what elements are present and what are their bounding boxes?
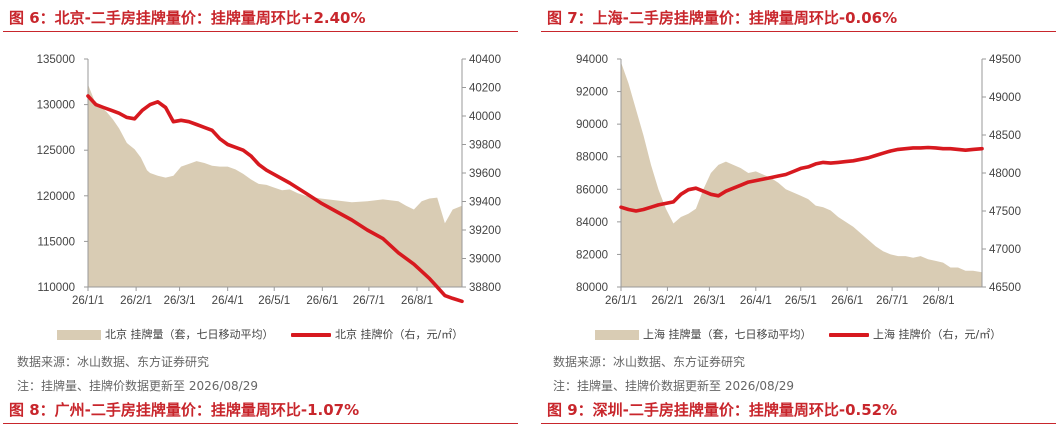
left-tick-label: 115000	[37, 236, 75, 248]
update-note: 注：挂牌量、挂牌价数据更新至 2026/08/29	[553, 379, 794, 393]
source-note: 数据来源：冰山数据、东方证券研究	[17, 355, 210, 369]
chart-title: 图 7：上海-二手房挂牌量价：挂牌量周环比-0.06%	[541, 6, 1056, 32]
left-tick-label: 110000	[37, 282, 75, 294]
next-chart-title: 图 9：深圳-二手房挂牌量价：挂牌量周环比-0.52%	[541, 398, 1056, 424]
x-tick-label: 26/3/1	[164, 295, 196, 307]
line-series-price	[86, 94, 464, 304]
x-tick-label: 26/3/1	[693, 295, 725, 307]
left-tick-label: 90000	[576, 119, 608, 131]
beijing-chart: 110000 115000 120000 125000 130000 135000 3880…	[37, 54, 501, 307]
x-tick-label: 26/8/1	[401, 295, 433, 307]
area-series-listings	[88, 84, 462, 287]
x-tick-label: 26/1/1	[72, 295, 104, 307]
right-tick-label: 46500	[989, 282, 1021, 294]
legend-item-line: 北京 挂牌价（右，元/㎡）	[291, 326, 463, 342]
legend-label-area: 上海 挂牌量（套，七日移动平均）	[643, 328, 812, 341]
legend-item-line: 上海 挂牌价（右，元/㎡）	[829, 326, 1001, 342]
right-tick-label: 39400	[469, 197, 501, 209]
line-series-price	[619, 145, 984, 213]
left-tick-label: 135000	[37, 54, 75, 66]
left-tick-label: 88000	[576, 152, 608, 164]
left-tick-label: 130000	[37, 100, 75, 112]
legend-swatch-line	[291, 333, 331, 337]
x-tick-label: 26/6/1	[306, 295, 338, 307]
next-chart-title: 图 8：广州-二手房挂牌量价：挂牌量周环比-1.07%	[3, 398, 518, 424]
right-tick-label: 49000	[989, 92, 1021, 104]
right-tick-label: 40200	[469, 83, 501, 95]
x-tick-label: 26/2/1	[651, 295, 683, 307]
left-tick-label: 80000	[576, 282, 608, 294]
legend-label-line: 上海 挂牌价（右，元/㎡）	[873, 328, 1002, 341]
right-tick-label: 39200	[469, 225, 501, 237]
chart-title: 图 6：北京-二手房挂牌量价：挂牌量周环比+2.40%	[3, 6, 518, 32]
x-tick-label: 26/5/1	[258, 295, 290, 307]
right-tick-label: 40400	[469, 54, 501, 66]
right-tick-label: 48000	[989, 168, 1021, 180]
legend-item-area: 北京 挂牌量（套，七日移动平均）	[57, 326, 274, 342]
x-tick-label: 26/7/1	[876, 295, 908, 307]
right-tick-label: 40000	[469, 111, 501, 123]
x-tick-label: 26/4/1	[740, 295, 772, 307]
chart-legend: 北京 挂牌量（套，七日移动平均） 北京 挂牌价（右，元/㎡）	[57, 326, 477, 342]
right-tick-label: 38800	[469, 282, 501, 294]
x-tick-label: 26/7/1	[353, 295, 385, 307]
right-tick-label: 39600	[469, 168, 501, 180]
legend-swatch-line	[829, 333, 869, 337]
left-tick-label: 84000	[576, 217, 608, 229]
right-tick-label: 47000	[989, 244, 1021, 256]
legend-label-line: 北京 挂牌价（右，元/㎡）	[335, 328, 464, 341]
x-tick-label: 26/1/1	[605, 295, 637, 307]
update-note: 注：挂牌量、挂牌价数据更新至 2026/08/29	[17, 379, 258, 393]
source-note: 数据来源：冰山数据、东方证券研究	[553, 355, 746, 369]
right-tick-label: 39800	[469, 140, 501, 152]
x-tick-label: 26/2/1	[120, 295, 152, 307]
right-tick-label: 47500	[989, 206, 1021, 218]
left-tick-label: 86000	[576, 184, 608, 196]
right-tick-label: 49500	[989, 54, 1021, 66]
x-tick-label: 26/5/1	[785, 295, 817, 307]
left-tick-label: 125000	[37, 145, 75, 157]
left-tick-label: 82000	[576, 249, 608, 261]
area-series-listings	[621, 62, 982, 287]
x-tick-label: 26/6/1	[831, 295, 863, 307]
x-tick-label: 26/8/1	[923, 295, 955, 307]
right-tick-label: 39000	[469, 254, 501, 266]
shanghai-chart: 80000 82000 84000 86000 88000 90000 92000 94000…	[576, 54, 1021, 307]
legend-item-area: 上海 挂牌量（套，七日移动平均）	[595, 326, 812, 342]
left-tick-label: 92000	[576, 87, 608, 99]
left-tick-label: 94000	[576, 54, 608, 66]
legend-swatch-area	[57, 330, 101, 340]
legend-swatch-area	[595, 330, 639, 340]
right-tick-label: 48500	[989, 130, 1021, 142]
legend-label-area: 北京 挂牌量（套，七日移动平均）	[105, 328, 274, 341]
chart-legend: 上海 挂牌量（套，七日移动平均） 上海 挂牌价（右，元/㎡）	[595, 326, 1015, 342]
x-tick-label: 26/4/1	[212, 295, 244, 307]
left-tick-label: 120000	[37, 191, 75, 203]
